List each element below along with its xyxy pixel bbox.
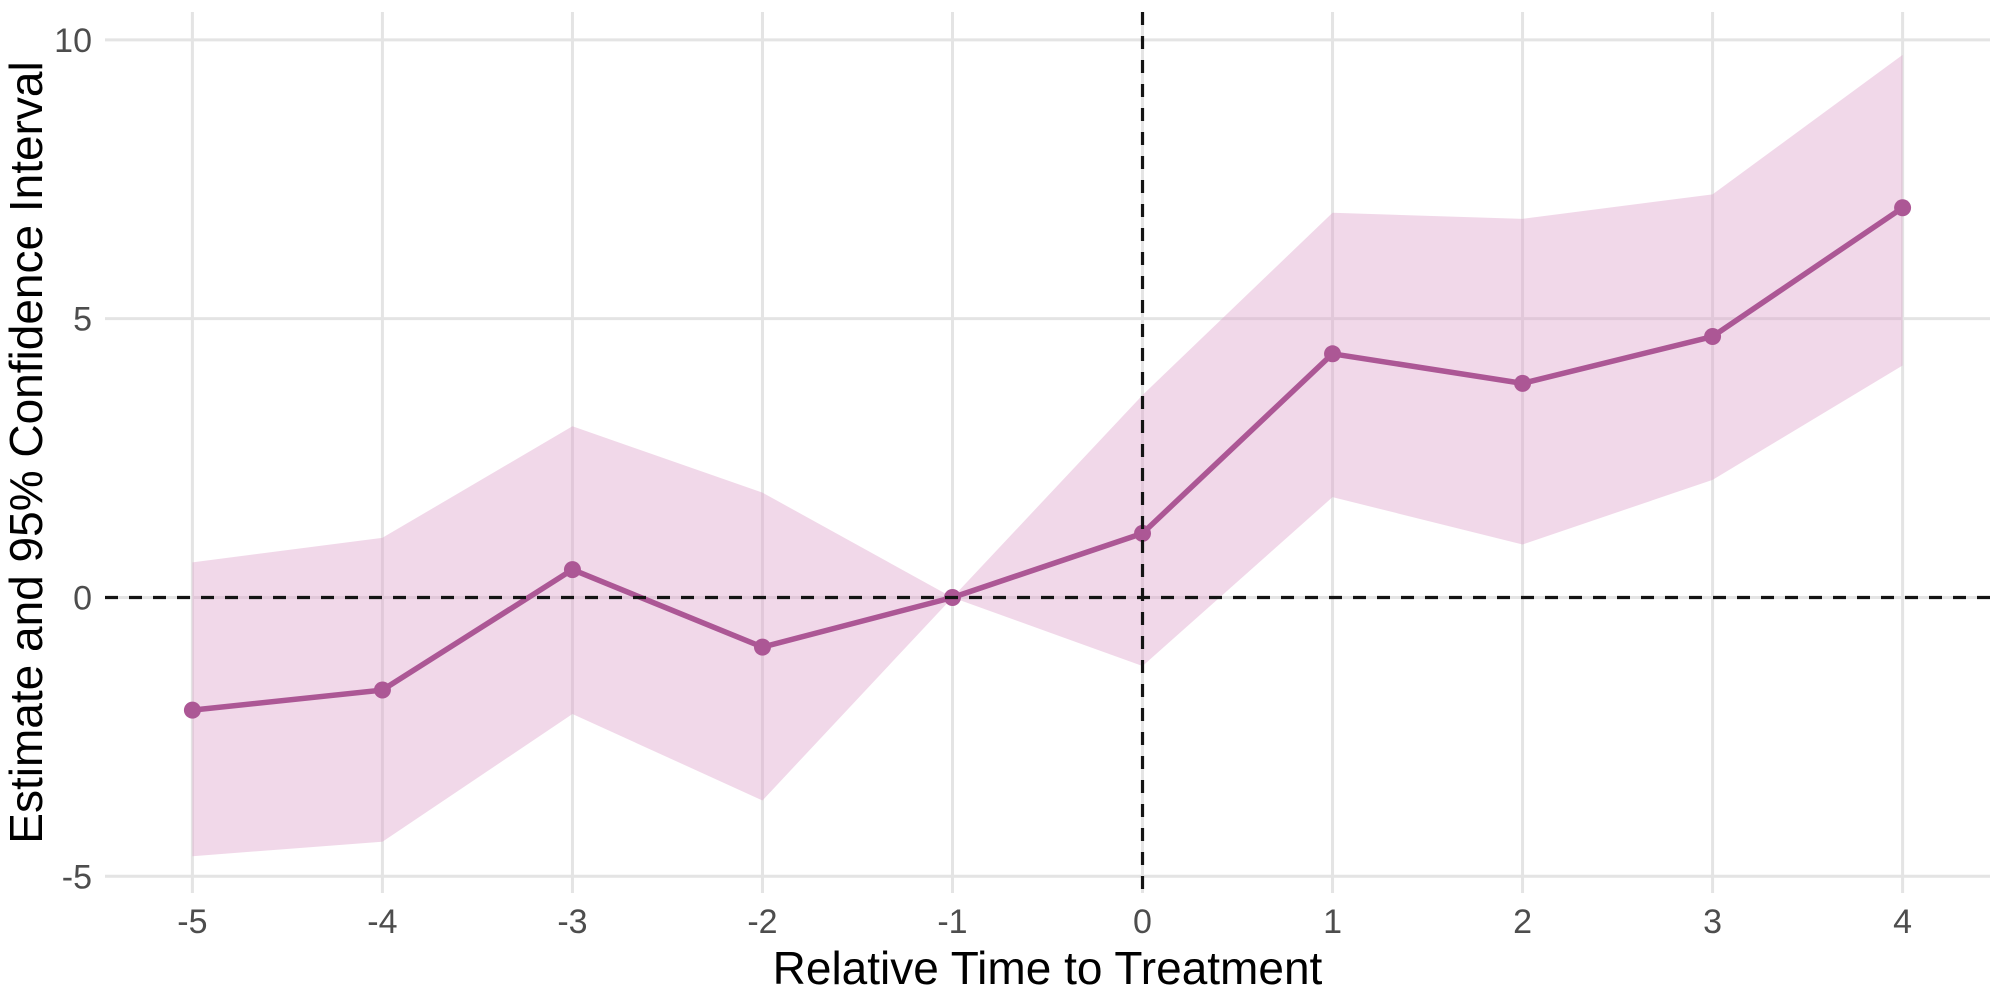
y-tick-label: -5 [62, 858, 92, 896]
estimate-point [563, 561, 581, 579]
x-tick-labels: -5 -4 -3 -2 -1 0 1 2 3 4 [177, 903, 1912, 941]
x-tick-label: -2 [747, 903, 777, 941]
estimate-point [1134, 524, 1152, 542]
estimate-line [189, 204, 1906, 713]
x-tick-label: 1 [1323, 903, 1342, 941]
y-axis-title: Estimate and 95% Confidence Interval [0, 61, 52, 843]
estimate-point [183, 701, 201, 719]
x-tick-label: 0 [1133, 903, 1152, 941]
x-tick-label: -4 [367, 903, 397, 941]
x-tick-label: 3 [1703, 903, 1722, 941]
x-tick-label: 2 [1513, 903, 1532, 941]
x-tick-label: -3 [557, 903, 587, 941]
y-tick-labels: -5 0 5 10 [54, 22, 92, 896]
estimate-points [183, 199, 1912, 719]
reference-lines [105, 12, 1990, 893]
estimate-point [1514, 374, 1532, 392]
estimate-point [1324, 345, 1342, 363]
estimate-point [1704, 328, 1722, 346]
y-tick-label: 10 [54, 22, 92, 60]
x-axis-title: Relative Time to Treatment [773, 942, 1323, 994]
estimate-point [373, 681, 391, 699]
x-tick-label: 4 [1893, 903, 1912, 941]
estimate-point [753, 638, 771, 656]
gridlines [105, 12, 1990, 893]
ci-ribbon-area [192, 54, 1903, 857]
x-tick-label: -1 [937, 903, 967, 941]
y-tick-label: 0 [73, 579, 92, 617]
x-tick-label: -5 [177, 903, 207, 941]
estimate-polyline [189, 204, 1906, 713]
y-tick-label: 5 [73, 301, 92, 339]
confidence-ribbon [192, 54, 1903, 857]
estimate-point [1894, 199, 1912, 217]
